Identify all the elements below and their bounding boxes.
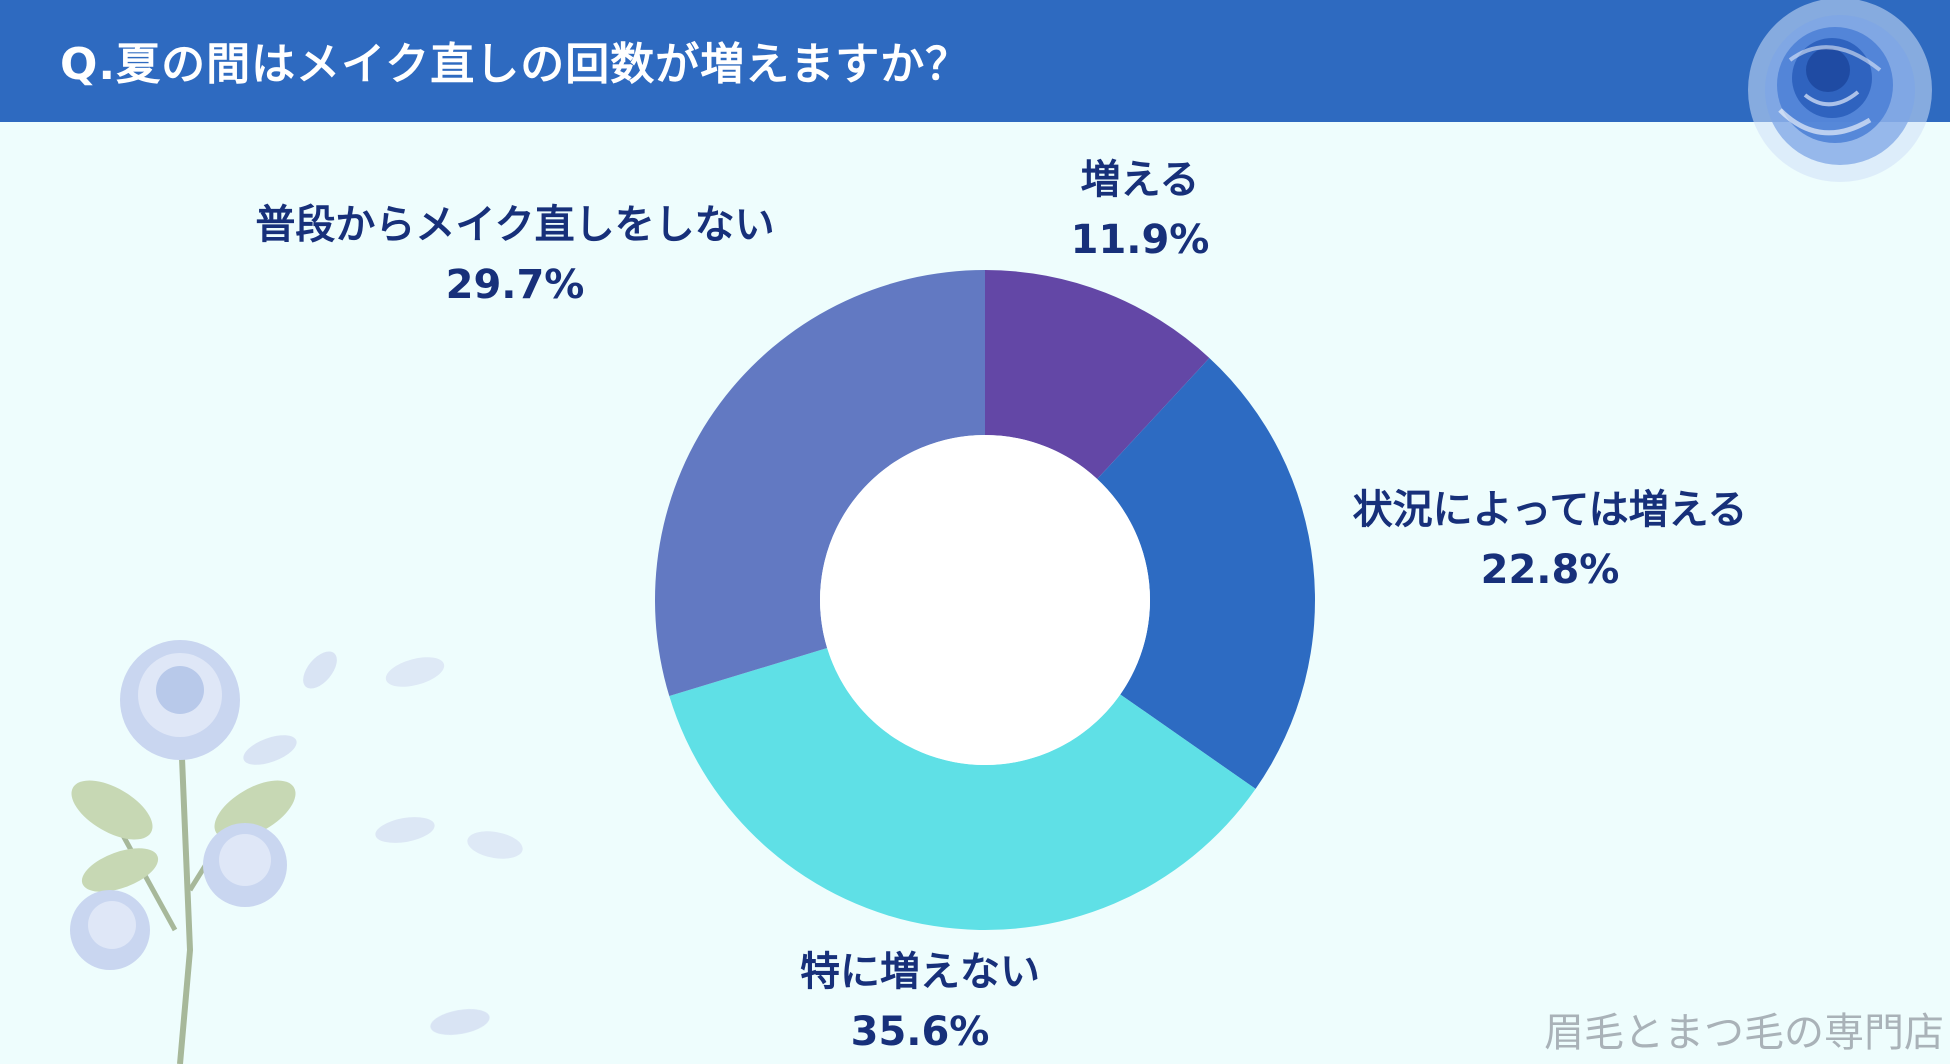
donut-slices (655, 269, 1316, 930)
header-bar: Q.夏の間はメイク直しの回数が増えますか？ (0, 0, 1950, 122)
slice-no-increase (669, 648, 1256, 930)
slice-label-increase: 増える 11.9% (1070, 157, 1210, 263)
slice-label-no-increase: 特に増えない 35.6% (800, 949, 1040, 1055)
slice-label-situational: 状況によっては増える 22.8% (1352, 487, 1748, 593)
slice-increase (985, 270, 1210, 480)
chart-title: Q.夏の間はメイク直しの回数が増えますか？ (60, 39, 971, 90)
slice-never-touch-up (655, 269, 985, 697)
slice-label-never-touch-up: 普段からメイク直しをしない 29.7% (255, 202, 775, 308)
slice-situational (1097, 358, 1316, 789)
donut-hole (820, 435, 1150, 765)
white-rose-branch-icon (70, 640, 523, 1064)
blue-rose-icon (1748, 0, 1932, 182)
watermark-text: 眉毛とまつ毛の専門店 (1544, 1010, 1944, 1056)
petals-icon (243, 651, 523, 1035)
